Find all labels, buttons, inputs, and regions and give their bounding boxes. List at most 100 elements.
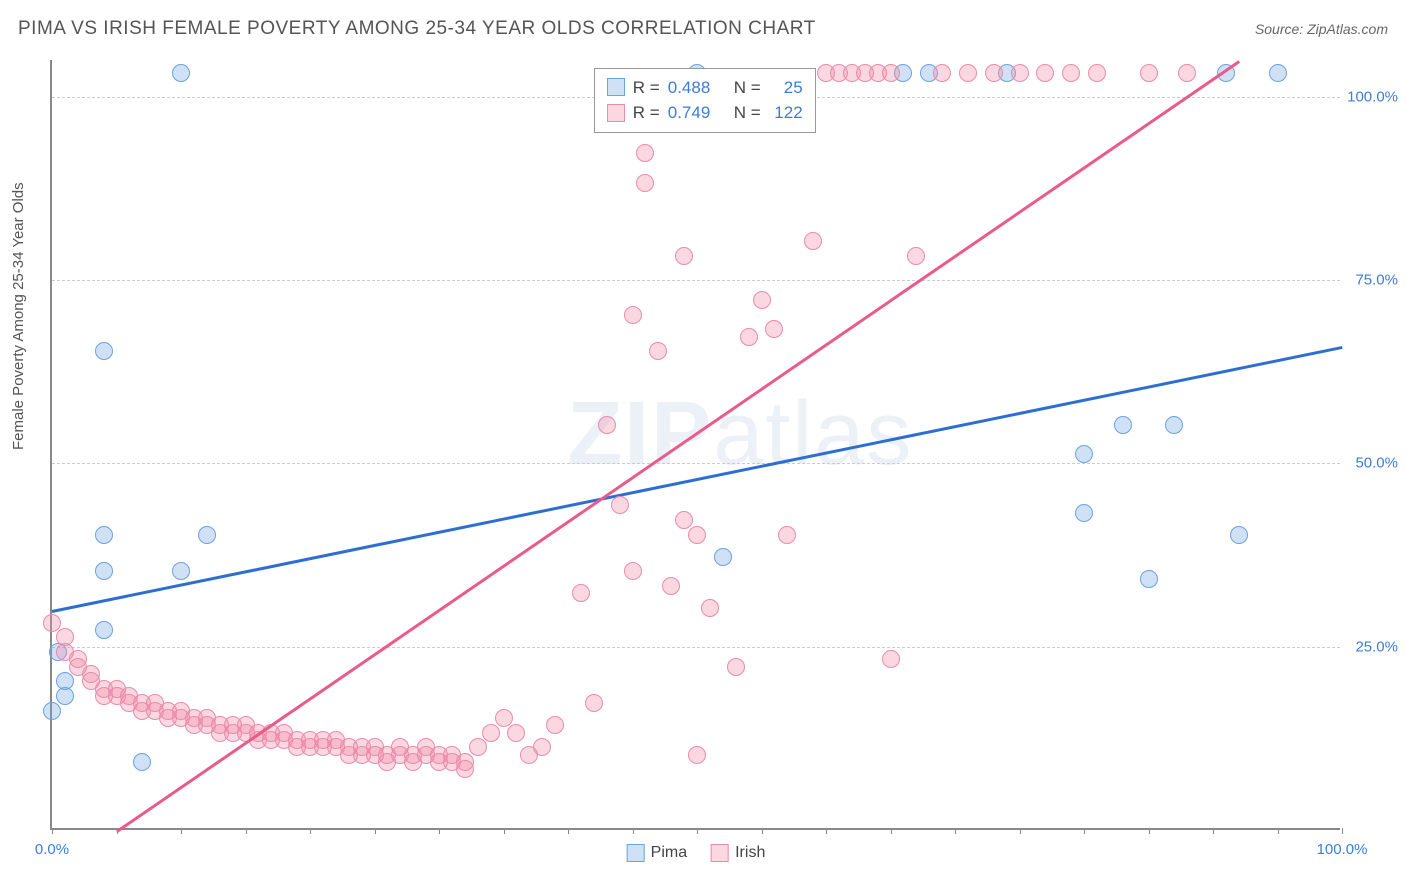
x-tick [1213, 828, 1214, 834]
n-value: 25 [769, 75, 803, 101]
header: PIMA VS IRISH FEMALE POVERTY AMONG 25-34… [18, 18, 1388, 40]
data-point [1230, 526, 1248, 544]
data-point [740, 328, 758, 346]
r-value: 0.749 [668, 100, 718, 126]
data-point [882, 650, 900, 668]
x-tick [1020, 828, 1021, 834]
data-point [959, 64, 977, 82]
legend-swatch [607, 104, 625, 122]
scatter-chart: ZIPatlas PimaIrish 25.0%50.0%75.0%100.0%… [50, 60, 1340, 830]
data-point [572, 584, 590, 602]
data-point [624, 562, 642, 580]
legend-label: Irish [735, 844, 765, 862]
data-point [95, 342, 113, 360]
data-point [533, 738, 551, 756]
data-point [482, 724, 500, 742]
watermark-zip: ZIP [567, 384, 713, 484]
data-point [649, 342, 667, 360]
chart-title: PIMA VS IRISH FEMALE POVERTY AMONG 25-34… [18, 18, 816, 40]
data-point [172, 64, 190, 82]
legend-row: R = 0.749 N = 122 [607, 100, 803, 126]
x-tick [181, 828, 182, 834]
x-tick [1342, 828, 1343, 834]
data-point [675, 511, 693, 529]
data-point [172, 562, 190, 580]
data-point [1140, 64, 1158, 82]
legend-label: Pima [651, 844, 687, 862]
data-point [714, 548, 732, 566]
x-tick [52, 828, 53, 834]
data-point [95, 562, 113, 580]
data-point [43, 614, 61, 632]
data-point [469, 738, 487, 756]
data-point [688, 746, 706, 764]
data-point [95, 621, 113, 639]
data-point [56, 672, 74, 690]
data-point [1011, 64, 1029, 82]
r-label: R = [633, 75, 660, 101]
gridline [52, 463, 1340, 464]
legend-item: Irish [711, 844, 765, 862]
x-tick [246, 828, 247, 834]
data-point [688, 526, 706, 544]
x-tick [1149, 828, 1150, 834]
data-point [456, 760, 474, 778]
r-value: 0.488 [668, 75, 718, 101]
y-tick-label: 25.0% [1355, 638, 1398, 655]
data-point [804, 232, 822, 250]
x-tick [826, 828, 827, 834]
data-point [133, 753, 151, 771]
n-label: N = [734, 75, 761, 101]
x-tick-label: 100.0% [1317, 841, 1368, 858]
legend-swatch [607, 78, 625, 96]
source-credit: Source: ZipAtlas.com [1255, 21, 1388, 37]
correlation-legend: R = 0.488 N = 25 R = 0.749 N = 122 [594, 68, 816, 133]
x-tick [1084, 828, 1085, 834]
data-point [636, 144, 654, 162]
data-point [765, 320, 783, 338]
x-tick [697, 828, 698, 834]
legend-swatch [711, 844, 729, 862]
n-value: 122 [769, 100, 803, 126]
data-point [507, 724, 525, 742]
x-tick [762, 828, 763, 834]
x-tick-label: 0.0% [35, 841, 69, 858]
n-label: N = [734, 100, 761, 126]
data-point [1075, 504, 1093, 522]
data-point [95, 526, 113, 544]
data-point [727, 658, 745, 676]
legend-swatch [627, 844, 645, 862]
r-label: R = [633, 100, 660, 126]
data-point [701, 599, 719, 617]
data-point [598, 416, 616, 434]
data-point [1114, 416, 1132, 434]
data-point [1269, 64, 1287, 82]
data-point [636, 174, 654, 192]
data-point [907, 247, 925, 265]
x-tick [633, 828, 634, 834]
x-tick [375, 828, 376, 834]
x-tick [568, 828, 569, 834]
y-axis-label: Female Poverty Among 25-34 Year Olds [10, 182, 27, 450]
data-point [933, 64, 951, 82]
legend-row: R = 0.488 N = 25 [607, 75, 803, 101]
data-point [985, 64, 1003, 82]
data-point [1075, 445, 1093, 463]
data-point [585, 694, 603, 712]
data-point [624, 306, 642, 324]
y-tick-label: 100.0% [1347, 88, 1398, 105]
data-point [1062, 64, 1080, 82]
data-point [882, 64, 900, 82]
data-point [662, 577, 680, 595]
legend-item: Pima [627, 844, 687, 862]
gridline [52, 647, 1340, 648]
data-point [1178, 64, 1196, 82]
data-point [495, 709, 513, 727]
series-legend: Pima Irish [627, 844, 766, 862]
data-point [753, 291, 771, 309]
data-point [1165, 416, 1183, 434]
y-tick-label: 50.0% [1355, 455, 1398, 472]
data-point [675, 247, 693, 265]
x-tick [891, 828, 892, 834]
x-tick [955, 828, 956, 834]
